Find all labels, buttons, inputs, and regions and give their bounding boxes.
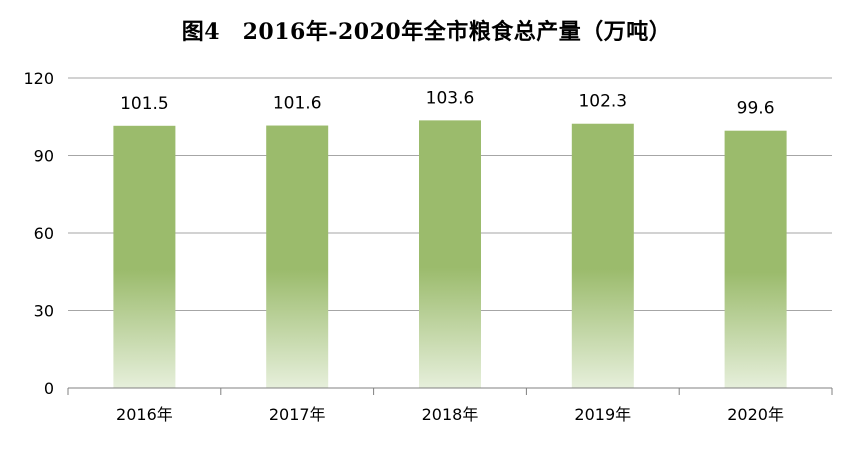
x-tick-label: 2017年 [269,405,326,424]
labels: 0 30 60 90 120 101.5 2016年 101.6 2017年 103.6 2018年… [23,69,784,424]
bar [571,123,634,388]
y-tick-label: 120 [23,69,54,88]
y-tick-label: 30 [34,302,54,321]
x-tick-label: 2020年 [727,405,784,424]
bar [724,130,787,388]
data-label: 99.6 [737,99,775,119]
y-tick-label: 60 [34,224,54,243]
data-label: 102.3 [578,92,627,112]
bar [113,125,176,389]
x-tick-label: 2018年 [422,405,479,424]
x-tick-label: 2019年 [574,405,631,424]
bars [113,120,787,389]
data-label: 101.5 [120,94,169,114]
y-tick-label: 90 [34,147,54,166]
chart-title: 图4 2016年-2020年全市粮食总产量（万吨） [181,19,672,45]
bar [419,120,481,388]
axes [67,387,833,395]
data-label: 103.6 [426,88,475,108]
data-label: 101.6 [273,94,322,114]
bar [266,125,329,389]
y-tick-label: 0 [44,379,54,398]
x-tick-label: 2016年 [116,405,173,424]
